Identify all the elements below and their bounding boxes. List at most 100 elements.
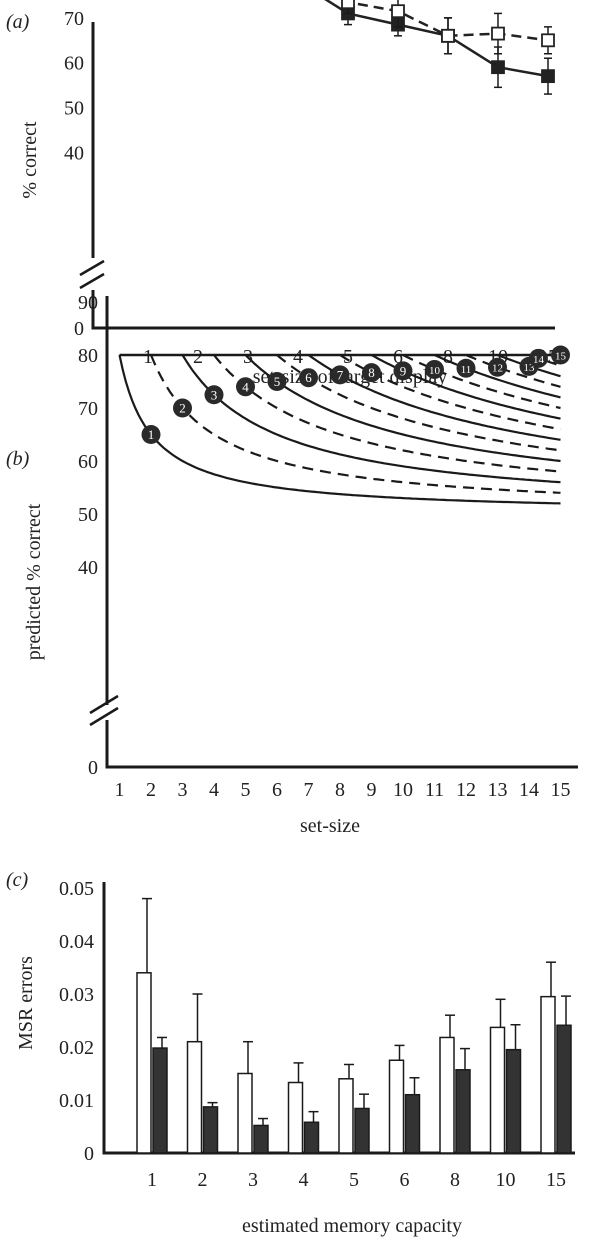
panel-c-ylabel: MSR errors <box>15 956 37 1050</box>
y-tick-label: 50 <box>78 504 98 526</box>
bar-open <box>237 1072 253 1154</box>
capacity-marker <box>528 348 548 368</box>
panel-a-tick-labels: 040506070809012345681015 <box>64 8 558 368</box>
bar-filled <box>152 1047 168 1154</box>
x-tick-label: 4 <box>209 779 219 801</box>
data-point-open-square <box>391 4 405 19</box>
capacity-marker-label: 8 <box>368 365 375 380</box>
x-tick-label: 6 <box>393 346 403 368</box>
bar-open <box>489 1026 506 1154</box>
x-tick-label: 6 <box>400 1169 410 1191</box>
capacity-marker <box>425 359 444 379</box>
x-tick-label: 2 <box>198 1169 208 1191</box>
x-tick-label: 13 <box>488 779 508 801</box>
capacity-marker <box>204 385 224 405</box>
bar-open <box>439 1036 455 1154</box>
axis-break-mark <box>89 694 119 727</box>
x-tick-label: 2 <box>146 779 156 801</box>
x-tick-label: 1 <box>143 346 153 368</box>
x-tick-label: 15 <box>546 1169 566 1191</box>
panel-a-ylabel: % correct <box>19 121 41 199</box>
x-tick-label: 6 <box>272 779 282 801</box>
data-point-filled-square <box>491 60 505 75</box>
prediction-curve-solid <box>181 354 561 484</box>
prediction-curve-solid <box>244 354 561 463</box>
capacity-marker-label: 4 <box>242 379 249 394</box>
x-tick-label: 8 <box>443 346 453 368</box>
prediction-curve-solid <box>434 353 561 399</box>
panel-c-label: (c) <box>6 869 29 891</box>
x-tick-label: 9 <box>367 779 377 801</box>
panel-c-tick-labels: 0 0.01 0.02 0.03 0.04 0.05 1 2 3 4 5 6 8 10 15 <box>59 878 566 1191</box>
x-tick-label: 5 <box>343 346 353 368</box>
panel-a-series <box>324 0 555 95</box>
capacity-marker <box>236 377 255 397</box>
data-point-filled-square <box>541 69 555 84</box>
data-point-open-square <box>541 33 555 48</box>
panel-b-xlabel: set-size <box>300 815 360 837</box>
data-point-open-square <box>341 0 355 10</box>
panel-b-axes <box>89 296 578 769</box>
capacity-marker <box>299 368 318 388</box>
prediction-curve-dashed <box>276 354 561 452</box>
capacity-marker-label: 3 <box>211 387 218 402</box>
prediction-curve-dashed <box>213 354 561 473</box>
y-tick-label: 0 <box>74 318 84 340</box>
bar-filled <box>202 1106 219 1154</box>
bar-open <box>540 995 556 1154</box>
x-tick-label: 14 <box>519 779 539 801</box>
capacity-marker-label: 14 <box>533 354 545 366</box>
y-tick-label: 0 <box>84 1143 94 1165</box>
bar-filled <box>253 1124 269 1154</box>
prediction-curve-solid <box>307 354 561 441</box>
capacity-marker <box>488 357 507 377</box>
y-tick-label: 0.05 <box>59 878 94 900</box>
capacity-marker-label: 12 <box>492 363 503 375</box>
capacity-marker-label: 2 <box>179 401 186 416</box>
y-tick-label: 70 <box>78 398 98 420</box>
x-tick-label: 5 <box>349 1169 359 1191</box>
panel-b-curves <box>118 353 561 505</box>
capacity-marker-label: 9 <box>400 363 407 378</box>
panel-c-bars <box>136 897 572 1154</box>
bar-open <box>388 1059 405 1154</box>
y-tick-label: 70 <box>64 8 84 30</box>
x-tick-label: 8 <box>450 1169 460 1191</box>
y-tick-label: 0.03 <box>59 984 94 1006</box>
panel-a: (a) % correct set-size of target display… <box>6 0 558 388</box>
capacity-marker <box>362 363 381 383</box>
prediction-curve-solid <box>118 354 561 505</box>
y-tick-label: 90 <box>78 292 98 314</box>
capacity-marker <box>267 372 287 391</box>
panel-b: (b) predicted % correct set-size 0405060… <box>6 292 578 837</box>
x-tick-label: 10 <box>496 1169 516 1191</box>
capacity-marker-label: 11 <box>461 364 472 376</box>
y-tick-label: 40 <box>64 142 84 164</box>
capacity-marker-label: 15 <box>555 351 567 363</box>
capacity-marker-label: 10 <box>429 365 441 377</box>
x-tick-label: 10 <box>393 779 413 801</box>
x-tick-label: 5 <box>241 779 251 801</box>
panel-b-label: (b) <box>6 448 30 470</box>
capacity-marker <box>393 361 413 381</box>
panel-b-ylabel: predicted % correct <box>23 503 45 660</box>
capacity-marker-label: 13 <box>524 362 536 374</box>
y-tick-label: 60 <box>78 451 98 473</box>
capacity-marker-label: 7 <box>337 367 344 382</box>
bar-filled <box>354 1107 370 1154</box>
axis-break-mark <box>79 259 105 290</box>
y-tick-label: 0 <box>88 757 98 779</box>
y-tick-label: 40 <box>78 557 98 579</box>
panel-a-label: (a) <box>6 11 30 33</box>
capacity-marker <box>551 345 570 365</box>
y-tick-label: 50 <box>64 98 84 120</box>
bar-filled <box>303 1121 320 1154</box>
x-tick-label: 12 <box>456 779 476 801</box>
x-tick-label: 15 <box>551 779 571 801</box>
capacity-marker <box>330 365 350 385</box>
x-tick-label: 4 <box>299 1169 309 1191</box>
x-tick-label: 3 <box>178 779 188 801</box>
